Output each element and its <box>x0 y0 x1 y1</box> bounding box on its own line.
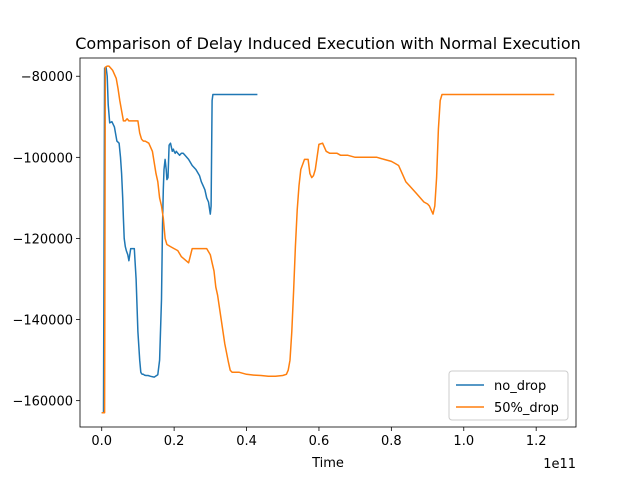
legend-label-0: no_drop <box>494 379 546 394</box>
x-tick-label: 0.4 <box>236 434 257 449</box>
x-tick-label: 0.6 <box>309 434 330 449</box>
legend-label-1: 50%_drop <box>494 401 559 416</box>
y-tick-label: −80000 <box>21 70 73 85</box>
y-tick-label: −140000 <box>12 314 73 329</box>
plot-area <box>79 57 577 428</box>
y-axis: −160000 −140000 −120000 −100000 −80000 <box>12 70 80 410</box>
y-tick-label: −100000 <box>12 151 73 166</box>
x-tick-label: 0.8 <box>381 434 402 449</box>
y-tick-label: −120000 <box>12 232 73 247</box>
x-axis-label: Time <box>311 456 344 471</box>
y-tick-label: −160000 <box>12 395 73 410</box>
x-tick-label: 0.0 <box>91 434 112 449</box>
series-line-0 <box>101 66 258 414</box>
legend: no_drop 50%_drop <box>448 370 569 421</box>
plot-frame <box>79 57 577 428</box>
chart-title: Comparison of Delay Induced Execution wi… <box>75 34 581 53</box>
series-line-1 <box>101 65 555 414</box>
x-tick-label: 1.0 <box>453 434 474 449</box>
x-axis: 0.0 0.2 0.4 0.6 0.8 1.0 1.2 <box>91 427 547 449</box>
x-tick-label: 1.2 <box>526 434 547 449</box>
x-axis-offset-text: 1e11 <box>543 457 576 472</box>
x-tick-label: 0.2 <box>164 434 185 449</box>
